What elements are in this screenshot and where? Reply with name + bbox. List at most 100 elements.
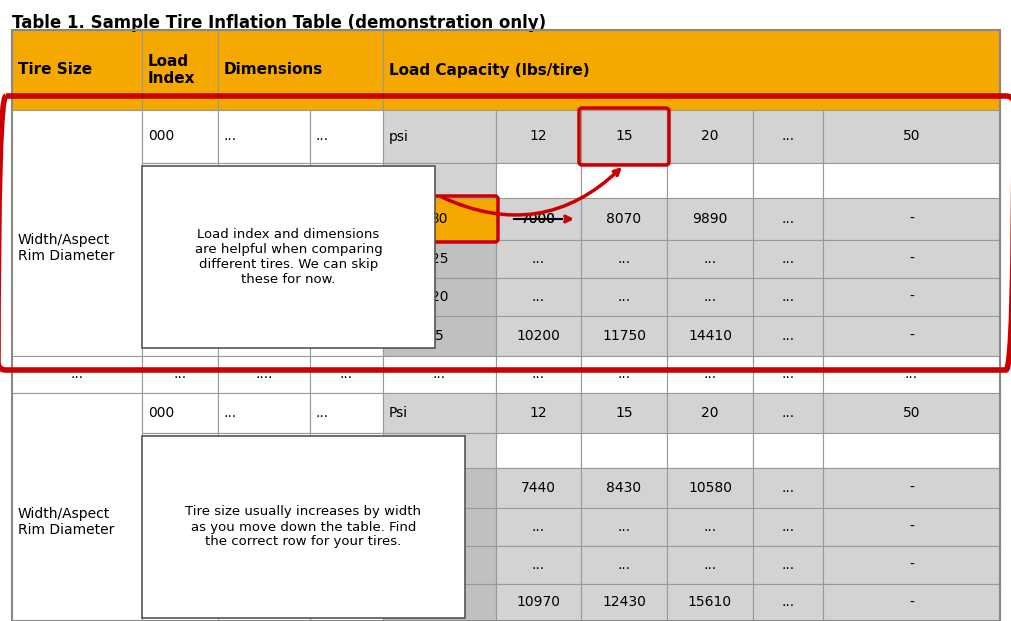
Bar xyxy=(309,163,382,198)
Bar xyxy=(217,508,309,546)
Bar xyxy=(309,110,382,163)
Text: 12: 12 xyxy=(529,130,547,143)
Text: -: - xyxy=(908,329,913,343)
Text: ...: ... xyxy=(532,520,545,534)
Text: ...: ... xyxy=(532,368,545,381)
Text: Load
Index: Load Index xyxy=(148,54,195,86)
Bar xyxy=(666,163,752,198)
Bar xyxy=(666,110,752,163)
Bar xyxy=(752,163,822,198)
Bar xyxy=(495,546,580,584)
Bar xyxy=(580,508,666,546)
Bar xyxy=(309,356,382,393)
Bar xyxy=(495,508,580,546)
Bar xyxy=(495,198,580,240)
Text: 10970: 10970 xyxy=(516,596,560,609)
Bar xyxy=(142,30,217,110)
Text: ...: ... xyxy=(780,329,794,343)
Text: ...: ... xyxy=(223,406,237,420)
Bar xyxy=(666,546,752,584)
Text: ...: ... xyxy=(780,558,794,572)
Bar xyxy=(822,240,999,278)
Text: ...: ... xyxy=(780,596,794,609)
Bar xyxy=(495,468,580,508)
Text: Mph: Mph xyxy=(388,443,419,458)
Text: 7000: 7000 xyxy=(521,212,555,226)
Text: ...: ... xyxy=(780,130,794,143)
Text: 15610: 15610 xyxy=(687,596,731,609)
Bar xyxy=(822,278,999,316)
Bar xyxy=(752,508,822,546)
Bar xyxy=(495,393,580,433)
Bar xyxy=(217,316,309,356)
Text: Width/Aspect
Rim Diameter: Width/Aspect Rim Diameter xyxy=(18,507,114,537)
Bar xyxy=(142,110,217,163)
Text: -: - xyxy=(908,252,913,266)
Bar xyxy=(580,468,666,508)
Bar xyxy=(142,316,217,356)
Bar xyxy=(580,198,666,240)
Bar xyxy=(822,393,999,433)
Bar xyxy=(666,198,752,240)
Text: ...: ... xyxy=(617,290,630,304)
Text: 11750: 11750 xyxy=(602,329,645,343)
Text: ...: ... xyxy=(703,368,716,381)
Text: Width/Aspect
Rim Diameter: Width/Aspect Rim Diameter xyxy=(18,233,114,263)
Bar xyxy=(309,316,382,356)
Bar xyxy=(752,584,822,621)
Text: ...: ... xyxy=(703,290,716,304)
Bar xyxy=(382,584,495,621)
Bar xyxy=(309,508,382,546)
Bar xyxy=(142,433,217,468)
Text: ...: ... xyxy=(173,368,186,381)
Bar xyxy=(752,198,822,240)
Text: 12430: 12430 xyxy=(602,596,645,609)
Bar xyxy=(142,546,217,584)
Text: 50: 50 xyxy=(902,130,919,143)
Bar xyxy=(495,240,580,278)
Bar xyxy=(752,546,822,584)
Text: 9890: 9890 xyxy=(692,212,727,226)
Bar xyxy=(309,433,382,468)
Text: 25: 25 xyxy=(431,520,448,534)
Text: -: - xyxy=(908,520,913,534)
Text: ...: ... xyxy=(703,558,716,572)
Text: ...: ... xyxy=(532,252,545,266)
Bar xyxy=(822,316,999,356)
Text: ...: ... xyxy=(703,252,716,266)
Bar xyxy=(822,468,999,508)
Bar xyxy=(752,356,822,393)
Bar xyxy=(217,198,309,240)
Text: ...: ... xyxy=(617,558,630,572)
Text: 8430: 8430 xyxy=(606,481,641,495)
Bar xyxy=(495,316,580,356)
Bar xyxy=(666,393,752,433)
Text: Table 1. Sample Tire Inflation Table (demonstration only): Table 1. Sample Tire Inflation Table (de… xyxy=(12,14,546,32)
Bar xyxy=(309,546,382,584)
Bar xyxy=(309,468,382,508)
Bar xyxy=(822,163,999,198)
Text: ...: ... xyxy=(780,406,794,420)
Bar xyxy=(495,278,580,316)
Bar xyxy=(495,433,580,468)
Bar xyxy=(822,546,999,584)
Text: 20: 20 xyxy=(431,290,448,304)
Bar xyxy=(309,240,382,278)
Bar xyxy=(382,198,495,240)
Bar xyxy=(382,468,495,508)
Bar xyxy=(580,356,666,393)
Text: -: - xyxy=(908,212,913,226)
Bar xyxy=(495,356,580,393)
Text: 30: 30 xyxy=(431,212,448,226)
Text: 30: 30 xyxy=(431,481,448,495)
Text: -: - xyxy=(908,596,913,609)
Text: ...: ... xyxy=(223,130,237,143)
Text: Psi: Psi xyxy=(388,406,407,420)
Bar xyxy=(495,163,580,198)
Bar xyxy=(822,356,999,393)
Bar xyxy=(666,278,752,316)
Bar xyxy=(142,163,217,198)
Text: 14410: 14410 xyxy=(687,329,731,343)
Bar xyxy=(752,278,822,316)
Bar xyxy=(822,110,999,163)
